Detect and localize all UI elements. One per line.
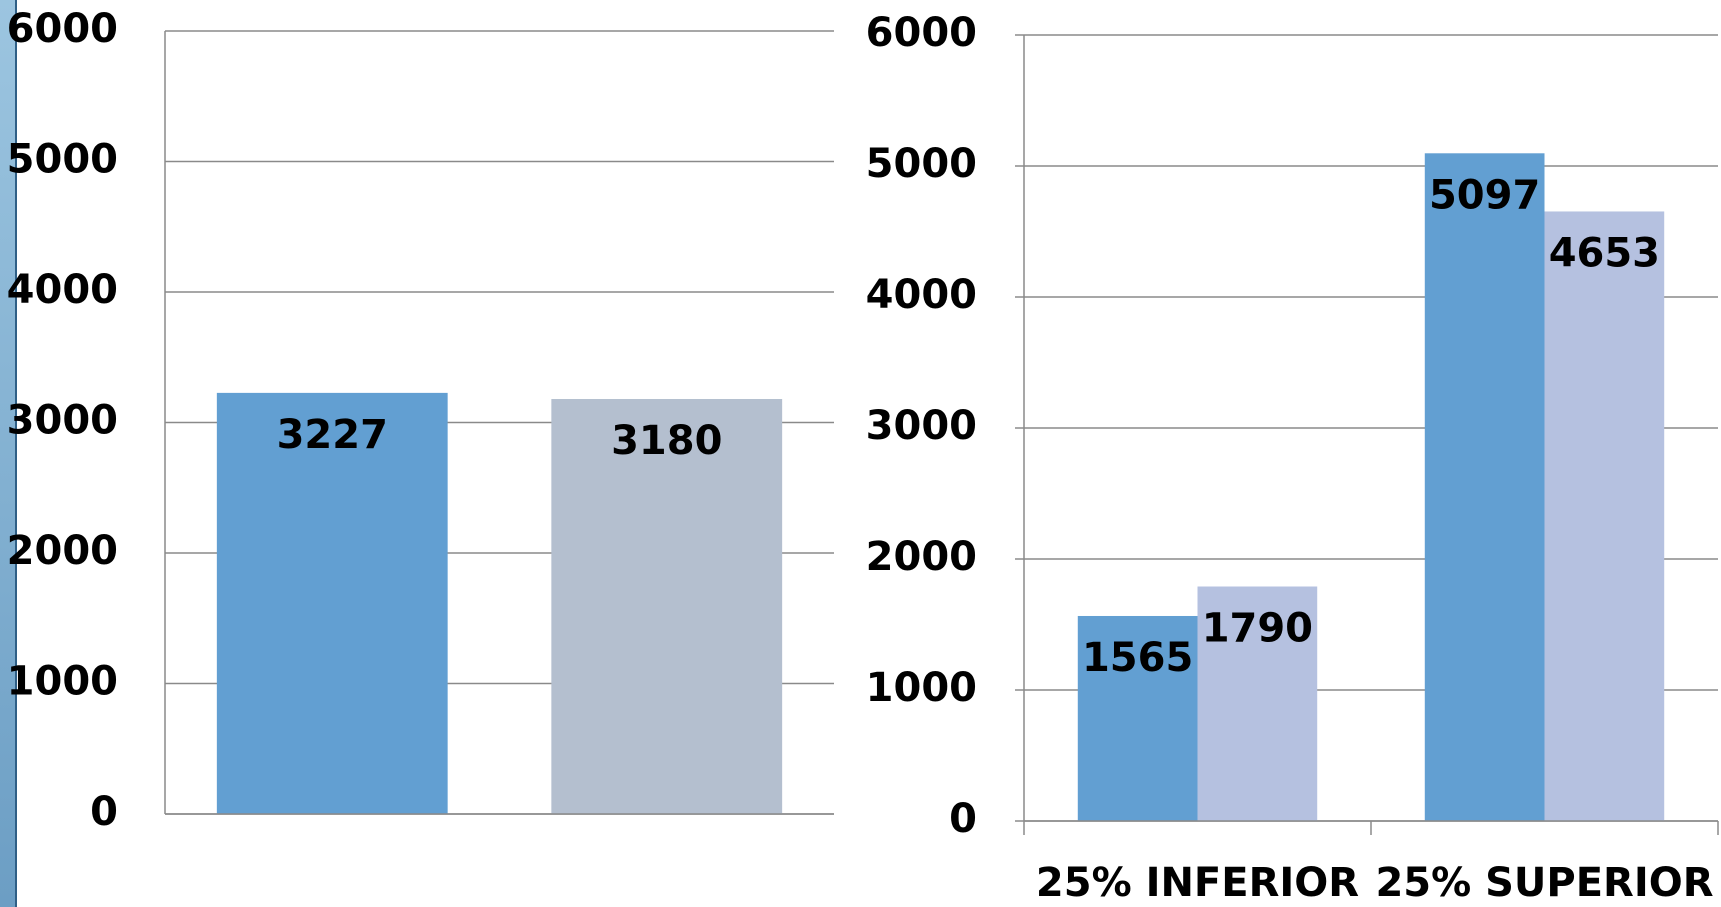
bar	[1424, 153, 1545, 822]
data-label: 3227	[277, 412, 388, 458]
y-tick-label: 6000	[7, 6, 118, 52]
y-tick-label: 1000	[7, 659, 118, 705]
data-label: 3180	[611, 418, 722, 464]
y-tick-label: 0	[949, 796, 977, 842]
data-label: 1565	[1082, 635, 1193, 681]
data-label: 1790	[1202, 606, 1313, 652]
y-tick-label: 6000	[866, 10, 977, 56]
x-tick-label: 25% INFERIOR	[1036, 860, 1359, 906]
y-tick-label: 0	[90, 789, 118, 835]
bar	[1544, 211, 1665, 821]
data-label: 4653	[1549, 230, 1660, 276]
y-tick-label: 3000	[866, 403, 977, 449]
y-tick-label: 1000	[866, 665, 977, 711]
y-tick-label: 2000	[866, 534, 977, 580]
decor-strip	[0, 0, 16, 907]
bar	[551, 399, 783, 814]
y-tick-label: 4000	[7, 267, 118, 313]
y-tick-label: 2000	[7, 528, 118, 574]
y-tick-label: 3000	[7, 398, 118, 444]
y-tick-label: 5000	[866, 141, 977, 187]
data-label: 5097	[1429, 172, 1540, 218]
x-tick-label: 25% SUPERIOR	[1375, 860, 1713, 906]
bar	[1197, 586, 1318, 821]
bar	[216, 392, 448, 814]
y-tick-label: 5000	[7, 137, 118, 183]
y-tick-label: 4000	[866, 272, 977, 318]
bar	[1077, 615, 1198, 821]
